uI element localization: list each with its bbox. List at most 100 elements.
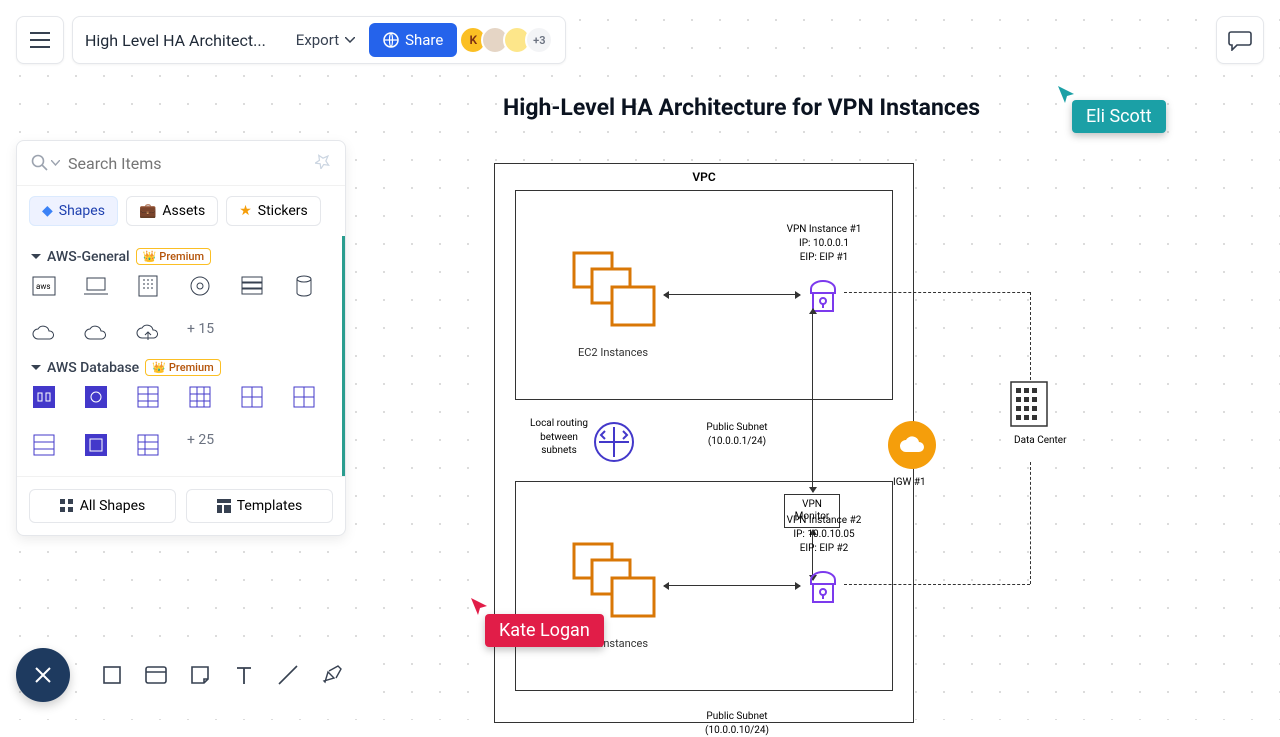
grid-icon [60, 499, 74, 513]
chevron-down-icon [31, 253, 41, 261]
shape-db[interactable] [31, 384, 57, 410]
collaborator-avatars[interactable]: K +3 [465, 26, 553, 54]
top-toolbar: High Level HA Architect... Export Share … [16, 16, 566, 64]
panel-body: AWS-General 👑Premium aws + 15 AWS Databa… [17, 236, 345, 476]
shape-db[interactable] [187, 384, 213, 410]
cursor-icon [469, 596, 491, 618]
vpc-label: VPC [495, 170, 913, 184]
category-name: AWS Database [47, 360, 139, 376]
category-header[interactable]: AWS-General 👑Premium [31, 248, 328, 265]
ec2-label: EC2 Instances [578, 346, 648, 359]
shape-laptop[interactable] [83, 273, 109, 299]
templates-button[interactable]: Templates [186, 489, 333, 523]
tool-note[interactable] [188, 663, 212, 687]
vpn-instance-label: VPN Instance #1 IP: 10.0.0.1 EIP: EIP #1 [764, 223, 884, 265]
dashed-connector[interactable] [1030, 292, 1031, 380]
search-icon [31, 154, 49, 172]
shape-db[interactable] [239, 384, 265, 410]
shape-aws-logo[interactable]: aws [31, 273, 57, 299]
document-toolbar: High Level HA Architect... Export Share … [72, 16, 566, 64]
shape-building[interactable] [135, 273, 161, 299]
shape-db[interactable] [135, 432, 161, 458]
dashed-connector[interactable] [1030, 462, 1031, 584]
panel-footer: All Shapes Templates [17, 476, 345, 535]
connector-arrow[interactable] [812, 309, 813, 492]
close-icon [33, 665, 53, 685]
premium-badge: 👑Premium [136, 248, 212, 265]
category-name: AWS-General [47, 249, 130, 265]
data-center-icon[interactable] [1010, 381, 1048, 431]
folder-icon: 💼 [139, 203, 156, 219]
shape-db[interactable] [135, 384, 161, 410]
availability-zone-1[interactable]: EC2 Instances VPN Instance #1 IP: 10.0.0… [515, 190, 893, 400]
ec2-instances-icon[interactable] [572, 251, 658, 333]
shape-db[interactable] [31, 432, 57, 458]
connector-arrow[interactable] [664, 585, 800, 586]
hamburger-menu-button[interactable] [16, 16, 64, 64]
tool-icons [84, 653, 360, 697]
shape-cloud[interactable] [31, 321, 57, 347]
comments-button[interactable] [1216, 16, 1264, 64]
connector-arrow[interactable] [664, 294, 800, 295]
globe-icon [383, 32, 399, 48]
shapes-more-link[interactable]: + 15 [187, 321, 214, 347]
collaborator-cursor-kate: Kate Logan [471, 598, 604, 647]
share-button[interactable]: Share [369, 23, 457, 57]
pin-icon[interactable] [315, 153, 331, 173]
chevron-down-icon [345, 37, 355, 43]
shape-db[interactable] [291, 384, 317, 410]
shape-cloud-upload[interactable] [135, 321, 161, 347]
router-icon[interactable] [593, 421, 635, 467]
vpn-gateway-icon[interactable] [806, 568, 840, 608]
diamond-icon: ◆ [42, 203, 53, 219]
category-header[interactable]: AWS Database 👑Premium [31, 359, 328, 376]
vpn-instance-label: VPN Instance #2 IP: 10.0.10.05 EIP: EIP … [764, 514, 884, 556]
panel-tabs: ◆ Shapes 💼 Assets ★Stickers [17, 186, 345, 236]
tab-assets[interactable]: 💼 Assets [126, 196, 218, 226]
subnet-label: Public Subnet (10.0.0.1/24) [687, 421, 787, 448]
tool-rectangle[interactable] [100, 663, 124, 687]
shape-disc[interactable] [187, 273, 213, 299]
tool-pen[interactable] [320, 663, 344, 687]
star-icon: ★ [239, 203, 252, 219]
close-toolbar-button[interactable] [16, 648, 70, 702]
all-shapes-button[interactable]: All Shapes [29, 489, 176, 523]
export-label: Export [296, 31, 339, 49]
local-routing-label: Local routing between subnets [527, 417, 591, 458]
shape-cylinder[interactable] [291, 273, 317, 299]
diagram-title: High-Level HA Architecture for VPN Insta… [503, 94, 980, 121]
shape-db[interactable] [83, 384, 109, 410]
tab-label: Assets [162, 203, 205, 219]
cursor-icon [1056, 84, 1078, 106]
export-button[interactable]: Export [282, 23, 369, 57]
footer-label: Templates [237, 498, 303, 514]
tool-text[interactable] [232, 663, 256, 687]
cloud-icon [897, 434, 927, 456]
chevron-down-icon [31, 364, 41, 372]
shape-server[interactable] [239, 273, 265, 299]
collaborator-cursor-eli: Eli Scott [1058, 86, 1166, 133]
search-row [17, 141, 345, 186]
availability-zone-2[interactable]: EC2 Instances VPN Instance #2 IP: 10.0.1… [515, 481, 893, 691]
chevron-down-icon [51, 160, 60, 166]
dashed-connector[interactable] [844, 292, 1030, 293]
tool-card[interactable] [144, 663, 168, 687]
avatar-more[interactable]: +3 [525, 26, 553, 54]
shape-db[interactable] [83, 432, 109, 458]
tab-shapes[interactable]: ◆ Shapes [29, 196, 118, 226]
tool-line[interactable] [276, 663, 300, 687]
search-input[interactable] [68, 154, 315, 173]
bottom-toolbar [16, 648, 360, 702]
shape-cloud2[interactable] [83, 321, 109, 347]
shape-grid: aws + 15 [31, 273, 328, 347]
shapes-more-link[interactable]: + 25 [187, 432, 214, 458]
share-label: Share [405, 31, 443, 49]
igw-icon[interactable] [888, 421, 936, 469]
template-icon [217, 499, 231, 513]
tab-label: Shapes [59, 203, 105, 219]
tab-stickers[interactable]: ★Stickers [226, 196, 321, 226]
shapes-panel: ◆ Shapes 💼 Assets ★Stickers AWS-General 👑P… [16, 140, 346, 536]
subnet-label: Public Subnet (10.0.0.10/24) [687, 710, 787, 737]
dashed-connector[interactable] [844, 584, 1030, 585]
document-title[interactable]: High Level HA Architect... [85, 31, 282, 50]
